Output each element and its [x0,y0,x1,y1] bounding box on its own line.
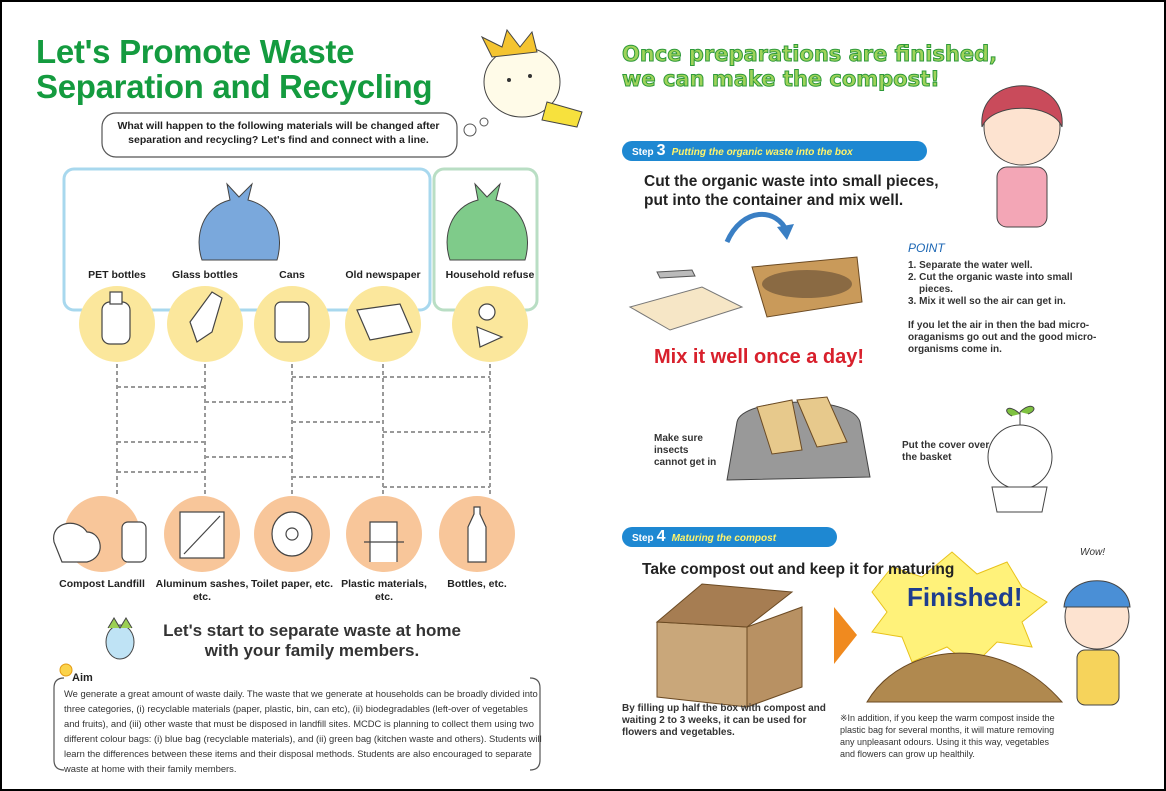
point-item: 2. Cut the organic waste into small piec… [908,272,1108,296]
step-number: 4 [657,528,666,545]
bubble-dots [464,124,476,136]
aim-bracket [54,678,64,770]
green-bag [447,184,527,260]
step-instruction: Cut the organic waste into small pieces,… [644,172,964,210]
compost-pile [867,653,1062,702]
heading-line: Once preparations are finished, [622,42,997,67]
mascot-sprout [988,425,1052,489]
mix-text: Mix it well once a day! [654,346,864,369]
result-label: Aluminum sashes, etc. [152,578,252,604]
mascot-small [106,618,134,659]
heading: Once preparations are finished,we can ma… [622,42,997,92]
step-number: 3 [657,142,666,159]
material-icons [102,302,130,344]
question: What will happen to the following materi… [106,119,451,147]
note-text: ※In addition, if you keep the warm compo… [840,712,1055,760]
girl-illustration [982,86,1062,227]
step-instruction: Take compost out and keep it for maturin… [642,560,982,579]
point-item: 3. Mix it well so the air can get in. [908,296,1108,308]
point-list: 1. Separate the water well. 2. Cut the o… [908,260,1108,308]
dashed-lines [117,364,490,494]
blue-bag [199,184,279,260]
result-label: Plastic materials, etc. [334,578,434,604]
mix-arrow-head [777,224,794,240]
step-label: Step [632,533,654,544]
step-title: Putting the organic waste into the box [672,147,853,158]
insects-text: Make sure insects cannot get in [654,433,724,469]
mascot-sun [528,74,532,78]
bubble-dots [464,118,488,136]
arrow-triangle [834,607,857,664]
boy-illustration [1077,650,1119,705]
cover-text: Put the cover over the basket [902,440,992,464]
compost-box [747,607,802,707]
aim-bulb [60,664,72,676]
material-icons [110,292,122,304]
point-item: 1. Separate the water well. [908,260,1108,272]
point-title: POINT [908,241,945,255]
cutting-board [630,287,742,330]
girl-illustration [997,167,1047,227]
mascot-small [106,625,134,659]
point-note: If you let the air in then the bad micro… [908,320,1098,356]
cutting-board [657,270,695,278]
boy-illustration [1064,581,1130,607]
basket [752,257,862,317]
mascot-sun [482,30,582,127]
page-body: { "left": { "title": ["Let's Promote Was… [0,0,1166,791]
aim-text: We generate a great amount of waste dail… [64,686,542,776]
title-line: Let's Promote Waste [36,34,432,69]
material-circles [452,286,528,362]
green-bag [447,184,527,260]
step-label: Step [632,147,654,158]
wow-text: Wow! [1080,547,1105,558]
mascot-sun [542,102,582,127]
bubble-dots [480,118,488,126]
result-label: Toilet paper, etc. [242,578,342,591]
compost-box [657,622,747,707]
cutting-board [630,270,742,330]
result-label: Compost Landfill [52,578,152,591]
heading-line: we can make the compost! [622,67,997,92]
slogan: Let's start to separate waste at home wi… [152,621,472,661]
poster: Let's Promote WasteSeparation and Recycl… [0,0,1166,791]
basket [762,270,852,298]
result-icons [122,522,146,562]
material-label: Household refuse [435,269,545,281]
compost-box [657,584,802,707]
title-line: Separation and Recycling [36,69,432,104]
material-icons [479,304,495,320]
mascot-sprout [988,406,1052,512]
mascot-sun [507,78,511,82]
material-icons [275,302,309,342]
material-label: Old newspaper [328,269,438,281]
blue-bag [199,184,279,260]
result-icons [286,528,298,540]
half-box-text: By filling up half the box with compost … [622,703,827,739]
finished-text: Finished! [907,582,1023,613]
mascot-sun [482,30,537,57]
boy-illustration [1064,581,1130,705]
aim-label: Aim [72,672,93,684]
mascot-sprout [992,487,1047,512]
covered-basket [727,397,870,480]
mascot-sprout [1007,406,1034,425]
step-title: Maturing the compost [672,533,776,544]
result-label: Bottles, etc. [427,578,527,591]
aim-bulb [60,664,72,676]
